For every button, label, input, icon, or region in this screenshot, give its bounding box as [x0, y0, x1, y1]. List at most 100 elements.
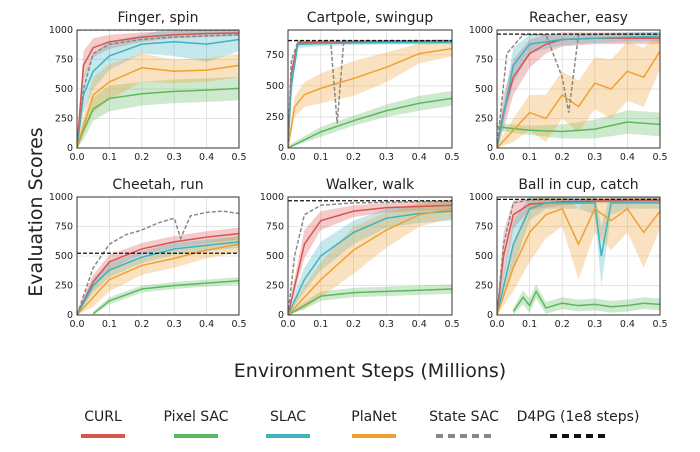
x-tick-label: 0.5 [231, 152, 246, 163]
panel-frame [287, 196, 453, 316]
x-axis-label: Environment Steps (Millions) [234, 360, 506, 382]
series-pixel-sac [77, 87, 239, 148]
y-tick-label: 750 [55, 222, 73, 233]
x-tick-label: 0.3 [167, 319, 182, 330]
panel-frame [287, 29, 453, 149]
legend-label: Pixel SAC [163, 409, 228, 425]
band-slac [497, 197, 660, 315]
legend-label: State SAC [429, 409, 499, 425]
y-tick-label: 1000 [469, 25, 493, 36]
panel-title: Ball in cup, catch [518, 177, 638, 193]
plot-area [77, 30, 239, 148]
x-tick-label: 0.2 [555, 152, 570, 163]
series-planet [77, 64, 239, 148]
series-curl [288, 40, 452, 148]
panel-5: Walker, walk 0.0 0.1 0.2 0.3 0.4 0.5 0 250 500 750… [260, 177, 460, 330]
band-pixel-sac [77, 76, 239, 148]
y-tick-label: 1000 [49, 25, 73, 36]
x-tick-label: 0.5 [652, 152, 667, 163]
band-planet [288, 41, 452, 148]
band-planet [77, 53, 239, 148]
y-tick-label: 0 [487, 143, 493, 154]
y-tick-label: 500 [266, 251, 284, 262]
legend-label: SLAC [270, 409, 306, 425]
series-curl [77, 232, 239, 315]
x-tick-label: 0.3 [167, 152, 182, 163]
panel-title: Reacher, easy [529, 10, 628, 26]
x-tick-label: 0.2 [346, 152, 361, 163]
band-planet [497, 197, 660, 315]
panels: Finger, spin 0.0 0.1 0.2 0.3 0.4 0.5 0 250 500 750… [49, 10, 668, 330]
band-planet [288, 199, 452, 315]
y-tick-label: 750 [475, 55, 493, 66]
panel-title: Cheetah, run [112, 177, 203, 193]
panel-frame [496, 29, 661, 149]
y-tick-label: 250 [475, 281, 493, 292]
panel-title: Walker, walk [326, 177, 415, 193]
x-tick-label: 0.3 [379, 319, 394, 330]
y-tick-label: 0 [278, 310, 284, 321]
x-tick-label: 0.5 [444, 319, 459, 330]
x-tick-label: 0.1 [102, 152, 117, 163]
legend-item-slac: SLAC [266, 409, 310, 438]
band-pixel-sac [93, 277, 239, 315]
series-planet [288, 208, 452, 315]
plot-area [288, 39, 452, 148]
x-tick-label: 0.2 [134, 152, 149, 163]
band-curl [497, 198, 660, 315]
x-tick-label: 0.0 [489, 319, 504, 330]
series-slac [288, 210, 452, 315]
x-tick-label: 0.4 [199, 319, 214, 330]
legend-item-state-sac: State SAC [429, 409, 499, 438]
y-tick-label: 750 [475, 222, 493, 233]
x-tick-label: 0.0 [280, 152, 295, 163]
y-tick-label: 750 [266, 222, 284, 233]
panel-frame [76, 196, 240, 316]
x-tick-label: 0.1 [102, 319, 117, 330]
band-curl [77, 30, 239, 148]
y-tick-label: 0 [67, 310, 73, 321]
x-tick-label: 0.0 [69, 152, 84, 163]
x-tick-label: 0.5 [444, 152, 459, 163]
series-state-sac [77, 210, 239, 315]
x-tick-label: 0.1 [522, 152, 537, 163]
series-slac [288, 41, 452, 148]
y-tick-label: 750 [55, 55, 73, 66]
legend-item-curl: CURL [81, 409, 125, 438]
y-tick-label: 500 [55, 84, 73, 95]
x-tick-label: 0.3 [587, 152, 602, 163]
y-tick-label: 750 [266, 50, 284, 61]
x-tick-label: 0.1 [522, 319, 537, 330]
panel-title: Cartpole, swingup [307, 10, 434, 26]
legend-item-pixel-sac: Pixel SAC [163, 409, 229, 438]
y-tick-label: 1000 [469, 192, 493, 203]
x-tick-label: 0.3 [587, 319, 602, 330]
series-planet [288, 47, 452, 148]
series-pixel-sac [288, 97, 452, 148]
series-state-sac [77, 33, 239, 148]
x-tick-label: 0.2 [346, 319, 361, 330]
x-tick-label: 0.4 [620, 152, 635, 163]
plot-area [497, 197, 660, 315]
y-tick-label: 0 [278, 143, 284, 154]
panel-frame [76, 29, 240, 149]
band-pixel-sac [513, 284, 660, 315]
band-planet [497, 33, 660, 148]
plot-area [77, 210, 239, 315]
series-pixel-sac [92, 280, 239, 315]
y-tick-label: 1000 [49, 192, 73, 203]
band-pixel-sac [497, 110, 660, 139]
x-tick-label: 0.3 [379, 152, 394, 163]
x-tick-label: 0.0 [489, 152, 504, 163]
panel-1: Finger, spin 0.0 0.1 0.2 0.3 0.4 0.5 0 250 500 750… [49, 10, 247, 163]
y-tick-label: 250 [55, 114, 73, 125]
series-planet [497, 50, 660, 148]
legend-label: PlaNet [351, 409, 397, 425]
legend-item-d4pg-1e8-steps-: D4PG (1e8 steps) [517, 409, 639, 438]
series-slac [77, 241, 239, 315]
plot-area [288, 199, 452, 315]
legend: CURL Pixel SAC SLAC PlaNet State SAC D4PG (1e… [81, 409, 639, 438]
x-tick-label: 0.2 [555, 319, 570, 330]
series-pixel-sac [512, 289, 660, 312]
